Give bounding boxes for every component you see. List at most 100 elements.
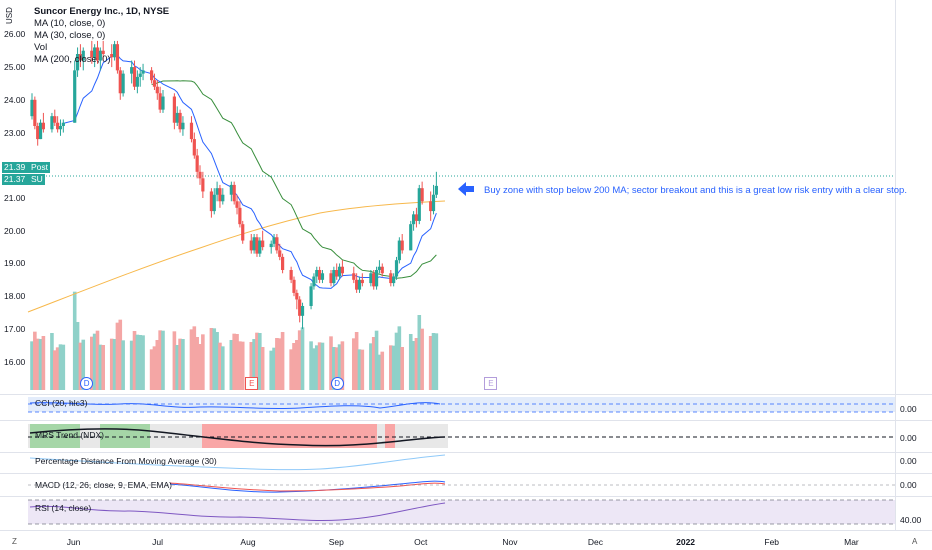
- candle[interactable]: [429, 191, 433, 221]
- candle[interactable]: [101, 40, 105, 61]
- candle[interactable]: [400, 234, 404, 254]
- candle[interactable]: [352, 266, 356, 284]
- candle[interactable]: [292, 276, 296, 297]
- candle[interactable]: [337, 263, 342, 280]
- candle[interactable]: [312, 273, 316, 290]
- candle[interactable]: [175, 106, 179, 126]
- candle[interactable]: [374, 266, 379, 290]
- candle[interactable]: [238, 201, 242, 228]
- candle[interactable]: [397, 237, 401, 264]
- pane-title-macd[interactable]: MACD (12, 26, close, 9, EMA, EMA): [35, 480, 172, 490]
- candle[interactable]: [340, 260, 344, 277]
- candle[interactable]: [135, 70, 139, 94]
- candle[interactable]: [58, 119, 63, 136]
- candle[interactable]: [269, 240, 273, 254]
- annotation-text[interactable]: Buy zone with stop below 200 MA; sector …: [484, 185, 907, 196]
- candle[interactable]: [420, 181, 424, 205]
- candle[interactable]: [33, 96, 37, 130]
- candle[interactable]: [232, 181, 236, 205]
- candle[interactable]: [81, 47, 85, 71]
- candle[interactable]: [295, 289, 299, 310]
- candle[interactable]: [280, 253, 285, 274]
- pane-title-cci[interactable]: CCI (20, hlc3): [35, 398, 88, 408]
- candle[interactable]: [235, 194, 239, 215]
- ma200-line[interactable]: [27, 200, 446, 313]
- candle[interactable]: [141, 63, 145, 81]
- candle[interactable]: [209, 188, 214, 218]
- candle[interactable]: [56, 116, 60, 133]
- candle[interactable]: [90, 40, 94, 64]
- candle[interactable]: [41, 112, 45, 133]
- candle[interactable]: [318, 266, 322, 284]
- candle[interactable]: [411, 211, 416, 231]
- candle[interactable]: [372, 270, 376, 290]
- candle[interactable]: [215, 181, 219, 202]
- candle[interactable]: [178, 109, 182, 133]
- candle[interactable]: [355, 273, 359, 293]
- candle[interactable]: [417, 184, 421, 225]
- legend-ma200[interactable]: MA (200, close, 0): [34, 54, 111, 65]
- candle[interactable]: [409, 220, 413, 251]
- candle[interactable]: [335, 263, 339, 280]
- legend-ma30[interactable]: MA (30, close, 0): [34, 30, 106, 41]
- zoom-button[interactable]: Z: [12, 537, 17, 546]
- candle[interactable]: [93, 44, 97, 68]
- dividend-marker[interactable]: D: [330, 377, 344, 390]
- candle[interactable]: [132, 60, 137, 90]
- candle[interactable]: [98, 47, 102, 71]
- candle[interactable]: [389, 270, 393, 287]
- candle[interactable]: [161, 90, 165, 113]
- candle[interactable]: [75, 47, 80, 77]
- candle[interactable]: [309, 283, 313, 310]
- candle[interactable]: [36, 122, 40, 146]
- candle[interactable]: [61, 119, 65, 133]
- candle[interactable]: [300, 302, 305, 329]
- candle[interactable]: [121, 70, 125, 97]
- candle[interactable]: [298, 296, 302, 323]
- candle[interactable]: [115, 40, 120, 74]
- legend-vol[interactable]: Vol: [34, 42, 48, 53]
- candle[interactable]: [357, 276, 362, 293]
- candle[interactable]: [278, 243, 282, 261]
- candle[interactable]: [189, 116, 194, 143]
- candle[interactable]: [249, 234, 253, 254]
- candle[interactable]: [158, 86, 162, 113]
- candle[interactable]: [73, 60, 77, 123]
- candle[interactable]: [431, 184, 436, 215]
- candle[interactable]: [130, 60, 134, 84]
- candle[interactable]: [195, 148, 199, 179]
- candle[interactable]: [53, 109, 57, 126]
- candle[interactable]: [377, 260, 382, 274]
- candle[interactable]: [261, 230, 265, 251]
- candle[interactable]: [329, 270, 333, 287]
- candle[interactable]: [118, 67, 122, 100]
- candle[interactable]: [152, 73, 157, 90]
- candle[interactable]: [172, 93, 176, 130]
- candle[interactable]: [50, 112, 54, 133]
- dividend-marker[interactable]: D: [80, 377, 94, 390]
- candle[interactable]: [394, 256, 399, 280]
- candle[interactable]: [289, 266, 293, 284]
- candle[interactable]: [38, 119, 43, 140]
- candle[interactable]: [272, 234, 276, 248]
- candle[interactable]: [369, 270, 373, 287]
- candle[interactable]: [198, 165, 202, 185]
- ma30-line[interactable]: [151, 80, 437, 279]
- candle[interactable]: [414, 207, 419, 228]
- candle[interactable]: [332, 266, 336, 287]
- candle[interactable]: [320, 270, 325, 284]
- candle[interactable]: [155, 80, 159, 100]
- pane-title-pdma[interactable]: Percentage Distance From Moving Average …: [35, 456, 217, 466]
- candle[interactable]: [229, 181, 233, 202]
- candle[interactable]: [360, 273, 364, 287]
- annotation-arrow[interactable]: [458, 182, 474, 196]
- candle[interactable]: [95, 40, 100, 64]
- candle[interactable]: [78, 44, 83, 68]
- candle[interactable]: [221, 188, 225, 205]
- candle[interactable]: [380, 263, 384, 277]
- auto-scale-button[interactable]: A: [912, 537, 918, 546]
- earnings-marker[interactable]: E: [245, 377, 259, 390]
- candle[interactable]: [192, 132, 196, 159]
- legend-ma10[interactable]: MA (10, close, 0): [34, 18, 106, 29]
